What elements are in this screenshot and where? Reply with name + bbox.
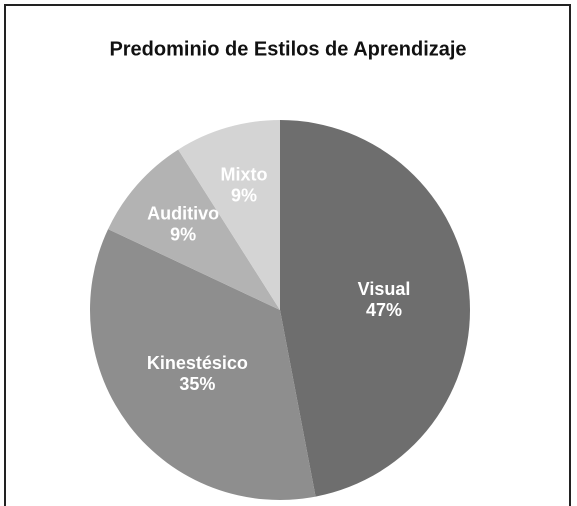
chart-title: Predominio de Estilos de Aprendizaje <box>109 38 466 60</box>
slice-label: Mixto <box>220 165 267 185</box>
slice-value-label: 35% <box>179 374 215 394</box>
pie-slice <box>178 120 280 310</box>
pie-slice <box>280 120 471 497</box>
slice-value-label: 9% <box>170 224 196 244</box>
slice-value-label: 9% <box>231 186 257 206</box>
frame <box>4 4 571 506</box>
slice-label: Kinestésico <box>147 353 248 373</box>
slice-value-label: 47% <box>366 300 402 320</box>
pie-slice <box>108 149 281 310</box>
slice-label: Visual <box>358 279 411 299</box>
slice-label: Auditivo <box>147 203 219 223</box>
pie-slice <box>90 229 316 500</box>
